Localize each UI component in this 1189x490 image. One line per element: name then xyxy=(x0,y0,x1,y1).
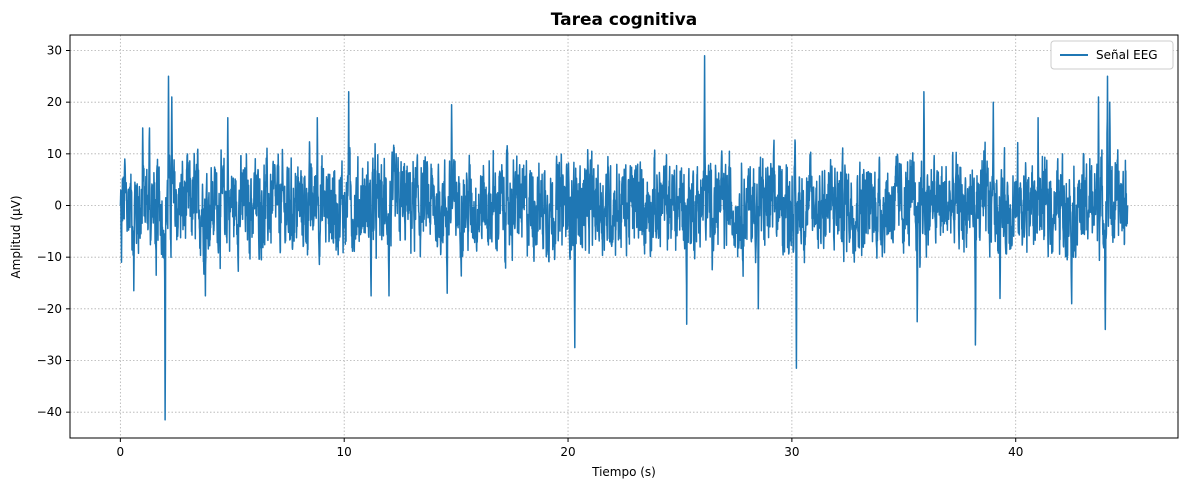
y-tick-label: −40 xyxy=(37,405,62,419)
x-tick-label: 0 xyxy=(117,445,125,459)
x-axis-label: Tiempo (s) xyxy=(591,465,656,479)
x-tick-label: 40 xyxy=(1008,445,1023,459)
y-tick-label: −10 xyxy=(37,250,62,264)
y-tick-label: −20 xyxy=(37,302,62,316)
x-tick-label: 20 xyxy=(560,445,575,459)
chart-title: Tarea cognitiva xyxy=(551,10,698,30)
plot-area xyxy=(119,54,1129,421)
axis-ticks: 0 10 20 30 40 −40 −30 −20 −10 0 10 20 30 xyxy=(37,44,1024,460)
legend-label: Señal EEG xyxy=(1096,48,1158,62)
axes-frame xyxy=(69,34,1179,439)
y-axis-label: Amplitud (µV) xyxy=(9,195,23,278)
eeg-series-line xyxy=(119,54,1129,421)
legend-box xyxy=(1050,40,1174,70)
y-tick-label: 30 xyxy=(47,44,62,58)
legend: Señal EEG xyxy=(1050,40,1174,70)
y-tick-label: 20 xyxy=(47,95,62,109)
y-tick-label: 0 xyxy=(54,199,62,213)
x-tick-label: 30 xyxy=(784,445,799,459)
x-tick-label: 10 xyxy=(337,445,352,459)
y-tick-label: −30 xyxy=(37,354,62,368)
y-tick-label: 10 xyxy=(47,147,62,161)
